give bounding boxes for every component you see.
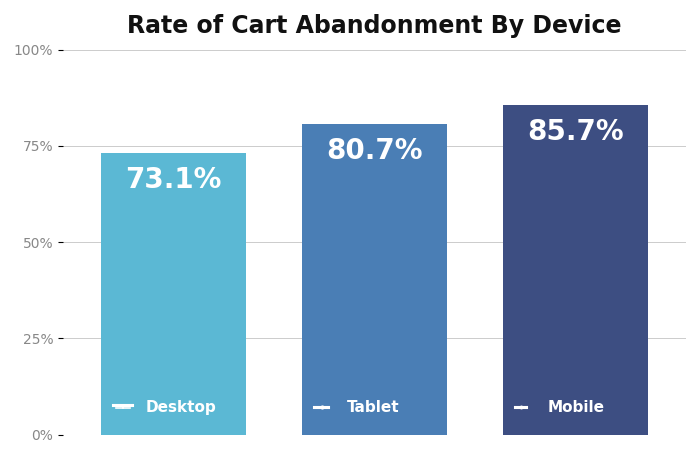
Text: Tablet: Tablet — [346, 400, 399, 415]
Bar — [503, 105, 648, 435]
Title: Rate of Cart Abandonment By Device: Rate of Cart Abandonment By Device — [127, 14, 622, 38]
Text: Desktop: Desktop — [146, 400, 216, 415]
Text: 80.7%: 80.7% — [326, 137, 423, 165]
Bar — [314, 407, 330, 409]
Text: Mobile: Mobile — [547, 400, 604, 415]
Text: 85.7%: 85.7% — [527, 117, 624, 146]
Bar — [302, 124, 447, 435]
Bar — [515, 407, 527, 408]
Text: 73.1%: 73.1% — [125, 166, 222, 194]
Bar — [102, 153, 246, 435]
Bar — [113, 405, 134, 406]
